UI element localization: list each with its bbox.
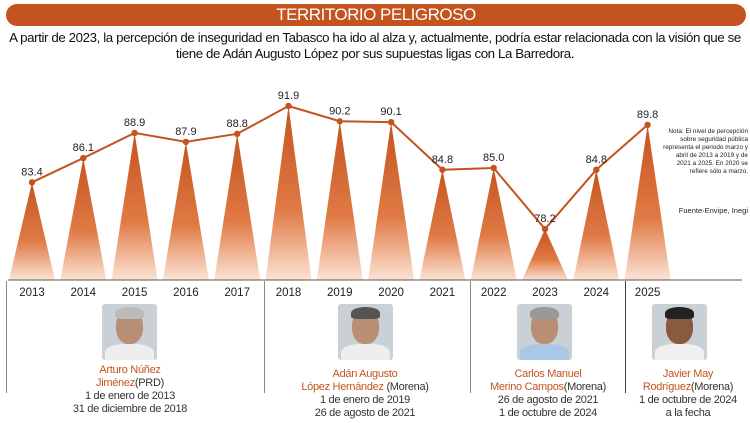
spike-2013 — [9, 182, 55, 280]
spike-2022 — [470, 167, 517, 280]
governor-party: (Morena) — [690, 381, 734, 393]
governor-info: Carlos Manuel Merino Campos(Morena) 26 d… — [473, 368, 623, 420]
point-2023 — [541, 225, 549, 233]
title-banner: TERRITORIO PELIGROSO — [6, 4, 746, 26]
term-end: a la fecha — [665, 407, 711, 419]
governor-name: Javier May — [662, 368, 714, 380]
divider — [264, 281, 265, 393]
data-label: 84.8 — [432, 154, 453, 166]
point-2025 — [644, 121, 651, 129]
spike-2025 — [624, 124, 671, 280]
point-2013 — [28, 179, 36, 186]
spike-2024 — [573, 169, 620, 280]
arrow-icon: › — [702, 206, 705, 215]
avatar-javier-may — [652, 304, 707, 360]
spike-2016 — [162, 141, 209, 280]
x-tick-label: 2014 — [71, 287, 97, 299]
data-label: 90.1 — [380, 106, 401, 118]
x-tick-label: 2020 — [378, 287, 404, 299]
point-2021 — [439, 166, 446, 173]
governor-party: (Morena) — [563, 381, 607, 393]
governor-party: (Morena) — [386, 381, 429, 393]
term-start: 26 de agosto de 2021 — [497, 394, 599, 406]
source-value: Envipe, Inegi — [704, 206, 748, 215]
note: Nota: El nivel de percepción sobre segur… — [663, 128, 748, 175]
x-tick-label: 2016 — [173, 287, 199, 299]
governor-name: López Hernández — [301, 381, 384, 393]
x-tick-label: 2015 — [122, 287, 148, 299]
governor-info: Javier May Rodríguez(Morena) 1 de octubr… — [627, 368, 749, 420]
x-tick-label: 2023 — [532, 287, 558, 299]
point-2014 — [80, 154, 87, 162]
perception-chart: 83.4 86.1 88.9 87.9 88.8 91.9 90.2 90.1 84.8 85.0… — [8, 90, 742, 299]
term-start: 1 de enero de 2019 — [319, 394, 411, 406]
term-end: 1 de octubre de 2024 — [499, 407, 597, 419]
governor-name: Rodríguez — [642, 381, 691, 393]
data-label: 88.9 — [124, 117, 145, 129]
governor-name: Merino Campos — [490, 381, 564, 393]
term-end: 26 de agosto de 2021 — [314, 407, 416, 419]
spike-2014 — [60, 158, 107, 280]
x-tick-label: 2018 — [276, 287, 302, 299]
subtitle: A partir de 2023, la percepción de inseg… — [0, 30, 750, 62]
data-label: 84.8 — [586, 154, 607, 166]
term-start: 1 de enero de 2013 — [84, 390, 176, 402]
x-tick-label: 2021 — [430, 287, 456, 299]
source: Fuente›Envipe, Inegi — [660, 206, 748, 215]
point-2018 — [285, 102, 292, 110]
divider — [625, 281, 626, 393]
source-label: Fuente — [678, 206, 703, 215]
spike-2021 — [419, 169, 466, 280]
point-2022 — [490, 164, 497, 172]
point-2017 — [234, 130, 241, 138]
subtitle-line: A partir de 2023, la percepción de inseg… — [9, 30, 741, 45]
avatar-adan-augusto — [338, 304, 393, 360]
governor-name: Carlos Manuel — [514, 368, 582, 380]
spike-2017 — [214, 133, 261, 280]
x-tick-label: 2025 — [635, 287, 661, 299]
data-label: 78.2 — [534, 213, 555, 225]
divider — [470, 281, 471, 393]
governor-party: (PRD) — [134, 377, 164, 389]
data-label: 85.0 — [483, 152, 504, 164]
x-tick-label: 2017 — [224, 287, 250, 299]
avatar-arturo-nunez — [102, 304, 157, 360]
data-label: 86.1 — [73, 142, 94, 154]
data-label: 88.8 — [226, 118, 247, 130]
x-tick-label: 2024 — [584, 287, 610, 299]
term-start: 1 de octubre de 2024 — [639, 394, 737, 406]
spike-2015 — [111, 132, 158, 280]
data-label: 90.2 — [329, 105, 350, 117]
data-label: 91.9 — [278, 90, 299, 102]
spike-2023 — [522, 229, 568, 280]
point-2020 — [387, 118, 395, 126]
x-tick-label: 2019 — [327, 287, 353, 299]
point-2016 — [182, 138, 190, 146]
data-label: 83.4 — [21, 166, 42, 178]
data-label: 87.9 — [175, 126, 196, 138]
governor-name: Adán Augusto — [332, 368, 398, 380]
data-label: 89.8 — [637, 109, 658, 121]
spike-2018 — [265, 106, 312, 280]
subtitle-line: tiene de Adán Augusto López por sus supu… — [175, 46, 575, 61]
spike-2020 — [368, 122, 415, 280]
governor-info: Arturo Núñez Jiménez(PRD) 1 de enero de … — [40, 364, 220, 416]
divider — [6, 281, 7, 393]
point-2019 — [336, 118, 343, 125]
spike-2019 — [316, 121, 363, 281]
governor-name: Arturo Núñez — [99, 364, 161, 376]
x-tick-label: 2022 — [481, 287, 507, 299]
point-2015 — [131, 129, 138, 137]
point-2024 — [593, 166, 600, 173]
x-tick-label: 2013 — [19, 287, 45, 299]
governor-name: Jiménez — [96, 377, 135, 389]
governor-info: Adán Augusto López Hernández (Morena) 1 … — [280, 368, 450, 420]
avatar-carlos-merino — [517, 304, 572, 360]
term-end: 31 de diciembre de 2018 — [72, 403, 188, 415]
